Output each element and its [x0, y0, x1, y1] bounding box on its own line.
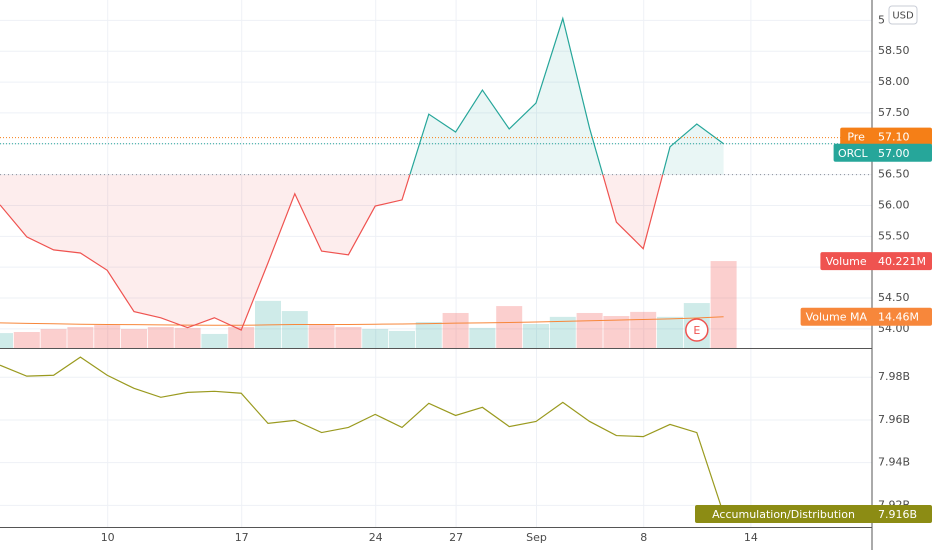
volume-bar [389, 330, 415, 348]
volume-bar [362, 328, 389, 348]
axis-marker-name: Volume MA [806, 311, 868, 324]
x-tick-label: 17 [235, 531, 249, 544]
axis-marker-name: ORCL [838, 147, 868, 160]
volume-bar [281, 311, 308, 348]
volume-bar [710, 261, 737, 348]
currency-badge[interactable] [888, 5, 918, 25]
volume-bar [496, 306, 523, 348]
y-tick-label: 54.50 [878, 291, 910, 304]
volume-bar [13, 332, 40, 348]
volume-bar [442, 312, 469, 348]
volume-bar [308, 324, 335, 348]
x-tick-label: 24 [369, 531, 383, 544]
axis-marker-bg [833, 143, 932, 162]
volume-bar [335, 327, 362, 348]
event-marker[interactable] [685, 318, 709, 342]
event-label: E [693, 324, 700, 337]
y-tick-label: 56.00 [878, 198, 910, 211]
axis-marker-name: Accumulation/Distribution [712, 508, 855, 521]
labels: 10172427Sep81454.0054.5055.0055.5056.005… [101, 13, 932, 544]
volume-bar [415, 322, 442, 348]
y-tick-label: 7.94B [878, 456, 910, 469]
price-line-down [0, 174, 664, 331]
volume-bar [201, 333, 228, 348]
y-tick-label: 57.50 [878, 106, 910, 119]
axis-marker-name: Volume [826, 255, 867, 268]
axis-marker-bg [695, 504, 932, 523]
y-tick-label: 55.50 [878, 229, 910, 242]
axis-marker-value: 14.46M [878, 311, 919, 324]
axis-marker-bg [840, 127, 932, 146]
currency: USD [892, 11, 914, 22]
y-tick-label: 7.98B [878, 370, 910, 383]
x-tick-label: Sep [526, 531, 547, 544]
y-tick-label: 58.50 [878, 44, 910, 57]
volume-bar [630, 311, 657, 348]
volume-bar [603, 316, 630, 348]
y-tick-label: 58.00 [878, 75, 910, 88]
volume-bar [147, 327, 174, 348]
y-tick-label: 7.96B [878, 413, 910, 426]
volume-bar [523, 324, 549, 348]
axis-marker-bg [820, 252, 932, 271]
x-tick-label: 8 [640, 531, 647, 544]
volume-bar [40, 328, 67, 348]
axis-marker-bg [800, 307, 932, 326]
axis-marker-value: 57.10 [878, 131, 910, 144]
axis-marker-value: 7.916B [878, 508, 917, 521]
marks: E [0, 16, 872, 515]
volume-bar [657, 316, 683, 348]
axis-marker-value: 40.221M [878, 255, 926, 268]
ad-line [0, 356, 725, 515]
volume-bar [94, 325, 121, 348]
volume-bar [469, 327, 496, 348]
volume-bar [174, 327, 201, 348]
y-tick-label: 5 [878, 13, 885, 26]
x-tick-label: 10 [101, 531, 115, 544]
area-above [0, 18, 724, 175]
axis-marker-name: Pre [847, 131, 865, 144]
volume-bar [0, 333, 13, 348]
axis-marker-value: 57.00 [878, 147, 910, 160]
x-tick-label: 27 [449, 531, 463, 544]
volume-bar [228, 327, 255, 348]
volume-ma-line [0, 316, 724, 326]
volume-bar [121, 328, 147, 348]
volume-bar [576, 312, 603, 348]
x-tick-label: 14 [744, 531, 758, 544]
y-tick-label: 56.50 [878, 168, 910, 181]
volume-bar [67, 327, 94, 348]
